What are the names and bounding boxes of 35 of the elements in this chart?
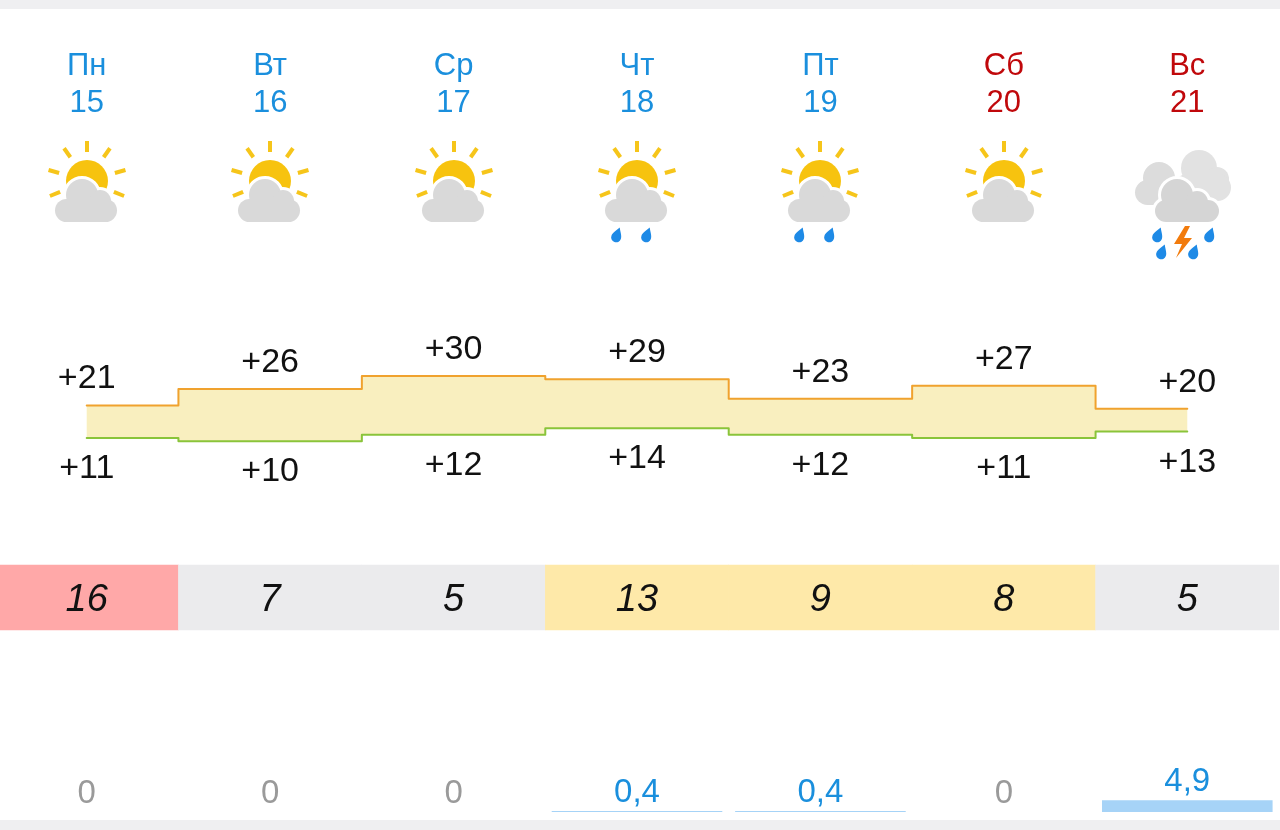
data-label: 4,9 [1164,761,1211,799]
data-label: +11 [976,447,1032,486]
data-label: 9 [809,576,831,619]
data-label: +14 [608,437,666,476]
x-tick-label: Чт 18 [619,47,655,119]
x-tick-label: Пн 15 [67,47,107,119]
data-label: 0 [77,773,96,810]
x-tick-label: Сб 20 [983,47,1024,119]
data-label: +27 [975,337,1033,376]
data-label: +13 [1158,440,1217,479]
data-label: 13 [615,576,659,619]
data-label: +12 [791,443,850,482]
data-label: 8 [993,576,1015,619]
data-label: 16 [65,576,109,619]
data-label: +26 [241,341,299,380]
x-tick-label: Вт 16 [252,47,288,119]
data-label: +29 [608,331,666,370]
data-label: 0 [260,773,280,810]
data-label: +23 [791,350,850,389]
data-label: 7 [259,576,283,619]
data-label: 0,4 [797,772,844,810]
data-label: +10 [241,450,299,489]
data-label: +30 [424,328,483,366]
data-label: +20 [1158,360,1217,399]
data-label: 0,4 [614,772,660,810]
data-label: 0 [444,773,463,810]
x-tick-label: Ср 17 [433,47,474,119]
data-label: 5 [443,576,465,619]
data-label: 5 [1176,576,1199,619]
data-label: +11 [59,447,115,486]
x-tick-label: Пт 19 [802,47,839,119]
x-tick-label: Вс 21 [1169,47,1206,119]
data-label: 0 [994,773,1014,810]
data-label: +21 [57,357,116,396]
data-label: +12 [424,443,483,482]
